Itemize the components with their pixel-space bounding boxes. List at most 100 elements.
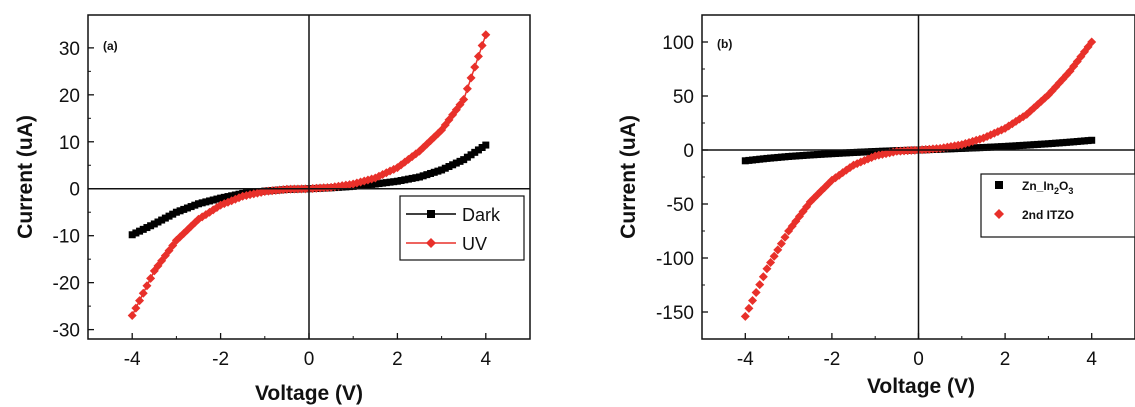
data-point xyxy=(364,181,372,189)
data-point xyxy=(131,303,141,313)
data-point xyxy=(423,171,431,179)
data-point xyxy=(430,168,438,176)
data-point xyxy=(142,281,152,291)
data-point xyxy=(744,303,754,313)
data-point xyxy=(839,149,847,157)
data-point xyxy=(850,148,858,156)
data-point xyxy=(452,159,460,167)
y-tick-label: -150 xyxy=(656,303,694,324)
data-point xyxy=(1001,142,1009,150)
data-point xyxy=(780,232,790,242)
data-point xyxy=(748,295,758,305)
data-point xyxy=(792,152,800,160)
data-point xyxy=(416,173,423,181)
data-point xyxy=(810,151,818,159)
data-point xyxy=(1023,141,1031,149)
data-point xyxy=(474,146,482,154)
data-point xyxy=(976,144,984,152)
y-tick-label: 20 xyxy=(59,86,80,107)
data-point xyxy=(795,152,803,160)
data-point xyxy=(183,204,191,212)
y-tick-label: -50 xyxy=(667,195,694,216)
data-point xyxy=(434,167,442,175)
y-axis-title-b: Current (uA) xyxy=(617,115,640,239)
data-point xyxy=(224,193,232,201)
data-point xyxy=(477,41,487,51)
data-point xyxy=(408,174,416,182)
data-point xyxy=(813,151,821,159)
data-point xyxy=(158,216,166,224)
data-point xyxy=(741,157,749,165)
data-point xyxy=(824,150,832,158)
data-point xyxy=(755,280,765,290)
data-point xyxy=(1008,142,1016,150)
data-point xyxy=(961,144,969,152)
data-point xyxy=(220,193,228,201)
y-tick-label: 0 xyxy=(69,180,80,201)
data-point xyxy=(176,207,184,215)
data-point xyxy=(379,179,387,187)
data-point xyxy=(1066,138,1074,146)
data-point xyxy=(136,227,144,235)
data-point xyxy=(758,272,768,282)
data-point xyxy=(217,194,225,202)
data-point xyxy=(864,148,872,156)
x-tick-label: 0 xyxy=(304,349,315,370)
x-tick-label: -4 xyxy=(737,349,754,370)
data-point xyxy=(1012,142,1020,150)
data-point xyxy=(751,288,761,298)
data-point xyxy=(1019,141,1027,149)
data-point xyxy=(835,149,843,157)
data-point xyxy=(987,143,995,151)
legend-label-dark: Dark xyxy=(462,205,501,225)
data-point xyxy=(132,229,140,237)
legend-label-zn-in2o3-mid: O xyxy=(1059,179,1068,193)
y-tick-label: 100 xyxy=(662,33,694,54)
data-point xyxy=(459,95,469,105)
data-point xyxy=(1034,140,1042,148)
legend-marker-2nd-itzo xyxy=(994,209,1004,219)
data-point xyxy=(375,180,383,188)
data-point xyxy=(770,154,778,162)
data-point xyxy=(441,164,449,172)
data-point xyxy=(445,163,453,171)
data-point xyxy=(195,200,202,208)
legend-label-zn-in2o3-base: Zn_In xyxy=(1022,179,1054,193)
data-point xyxy=(803,151,811,159)
data-point xyxy=(213,195,221,203)
data-point xyxy=(138,288,148,298)
data-point xyxy=(206,197,214,205)
data-point xyxy=(467,151,475,159)
data-point xyxy=(846,149,854,157)
data-point xyxy=(773,245,783,255)
data-point xyxy=(466,73,476,83)
data-point xyxy=(481,30,491,40)
x-tick-label: 2 xyxy=(1000,349,1011,370)
data-point xyxy=(828,150,836,158)
data-point xyxy=(393,177,401,185)
data-point xyxy=(785,152,793,160)
data-point xyxy=(752,156,760,164)
data-point xyxy=(135,296,145,306)
legend-marker-dark xyxy=(427,210,435,218)
data-point xyxy=(769,251,779,261)
data-point xyxy=(202,198,210,206)
data-point xyxy=(965,144,973,152)
legend-box-a xyxy=(399,195,525,261)
data-point xyxy=(997,143,1005,151)
data-point xyxy=(368,180,376,188)
data-point xyxy=(756,155,764,163)
data-point xyxy=(749,156,757,164)
legend-label-uv: UV xyxy=(462,234,487,254)
data-point xyxy=(470,62,480,72)
y-tick-label: 10 xyxy=(59,133,80,154)
data-point xyxy=(1052,139,1060,147)
data-point xyxy=(1059,139,1067,147)
y-tick-label: -10 xyxy=(53,227,80,248)
data-point xyxy=(832,149,840,157)
data-point xyxy=(198,199,206,207)
data-point xyxy=(471,148,479,156)
data-point xyxy=(147,222,155,230)
data-point xyxy=(1018,112,1028,122)
panel-label-a: (a) xyxy=(103,39,118,53)
